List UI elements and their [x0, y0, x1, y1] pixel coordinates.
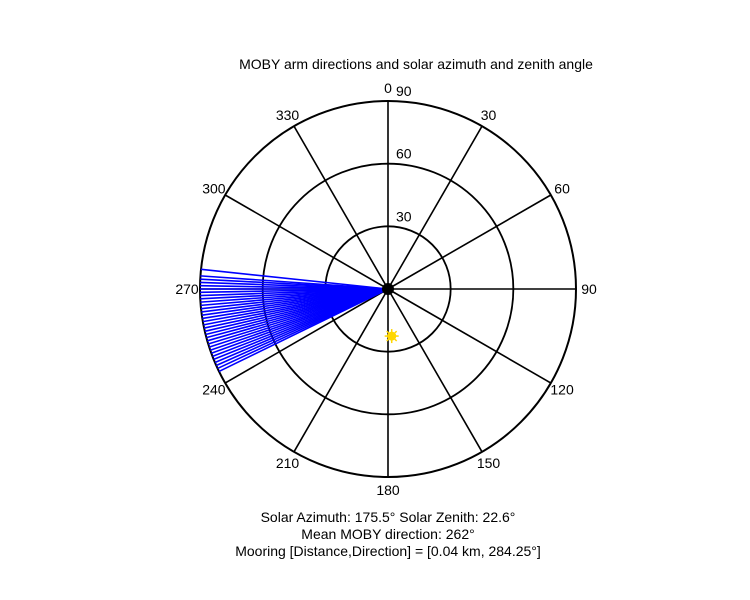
radial-tick-label: 30 — [396, 208, 412, 224]
spoke-120 — [387, 288, 552, 384]
sun-marker-ray — [394, 338, 398, 342]
arm-direction-line — [218, 288, 389, 373]
arm-direction-line — [200, 268, 389, 290]
angle-tick-label: 180 — [376, 482, 400, 498]
tick-labels: 0 30 60 90 120 150 180 210 240 270 300 330 30 60 90 — [175, 80, 597, 498]
radial-tick-label: 60 — [396, 146, 412, 162]
spoke-240 — [224, 288, 389, 384]
spoke-60 — [387, 194, 552, 290]
center-marker — [382, 283, 394, 295]
sun-marker — [384, 329, 399, 344]
chart-title: MOBY arm directions and solar azimuth an… — [239, 56, 593, 72]
angle-tick-label: 0 — [384, 80, 392, 96]
angle-tick-label: 30 — [481, 107, 497, 123]
spoke-150 — [387, 288, 483, 453]
radial-tick-label: 90 — [396, 83, 412, 99]
series-layer — [200, 268, 399, 373]
sun-marker-ray — [386, 330, 390, 334]
spoke-30 — [387, 125, 483, 290]
angle-tick-label: 240 — [202, 382, 226, 398]
angle-tick-label: 330 — [276, 107, 300, 123]
sun-marker-ray — [394, 330, 398, 334]
spoke-300 — [224, 194, 389, 290]
angle-tick-label: 210 — [276, 455, 300, 471]
annotation-mean-direction: Mean MOBY direction: 262° — [301, 526, 474, 542]
annotation-mooring: Mooring [Distance,Direction] = [0.04 km,… — [235, 543, 541, 559]
annotation-solar: Solar Azimuth: 175.5° Solar Zenith: 22.6… — [261, 509, 516, 525]
sun-marker-ray — [386, 338, 390, 342]
spoke-330 — [293, 125, 389, 290]
sun-marker-core — [387, 331, 397, 341]
angle-tick-label: 60 — [554, 181, 570, 197]
angle-tick-label: 150 — [477, 455, 501, 471]
angle-tick-label: 120 — [550, 382, 574, 398]
angle-tick-label: 270 — [175, 281, 199, 297]
spoke-210 — [293, 288, 389, 453]
angle-tick-label: 90 — [581, 281, 597, 297]
angle-tick-label: 300 — [202, 181, 226, 197]
